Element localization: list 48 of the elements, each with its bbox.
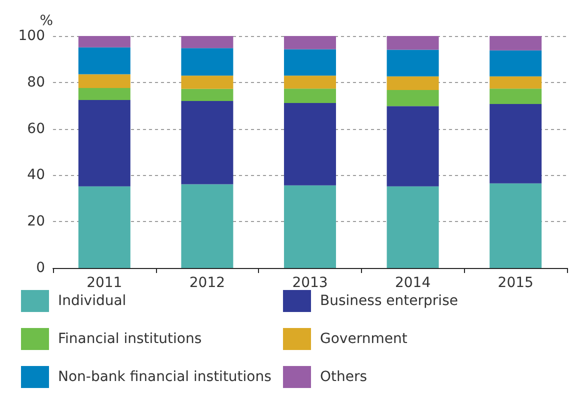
y-tick-label: 20 <box>27 214 45 230</box>
bar <box>181 76 234 89</box>
bar <box>386 186 439 268</box>
y-tick-label: 0 <box>36 260 45 276</box>
bar <box>78 47 130 74</box>
bar <box>284 185 336 268</box>
legend-label: Government <box>320 331 408 347</box>
legend-label: Others <box>320 369 368 385</box>
legend-label: Business enterprise <box>320 293 458 309</box>
bar <box>284 76 336 89</box>
bar <box>284 88 336 104</box>
legend-label: Non-bank financial institutions <box>58 369 272 385</box>
y-axis-title: % <box>40 13 53 29</box>
bar <box>181 88 234 101</box>
bar <box>78 100 130 186</box>
bar <box>181 184 234 268</box>
x-tick-label: 2013 <box>292 275 328 291</box>
y-tick-label: 80 <box>27 74 45 90</box>
bar <box>386 90 439 106</box>
bar <box>386 36 439 50</box>
legend-label: Individual <box>58 293 126 309</box>
bar <box>490 104 542 184</box>
y-tick-label: 60 <box>27 120 45 137</box>
bar <box>386 106 439 186</box>
y-tick-label: 100 <box>18 28 45 44</box>
x-tick-label: 2014 <box>394 275 431 291</box>
y-tick-label: 40 <box>27 167 45 184</box>
bar <box>284 103 336 186</box>
bar <box>386 76 439 90</box>
legend-label: Financial institutions <box>58 331 202 347</box>
bar <box>78 36 130 48</box>
bar <box>78 88 130 100</box>
bar <box>181 48 234 76</box>
bar <box>78 74 130 88</box>
bar <box>181 100 234 184</box>
x-tick-label: 2015 <box>498 275 534 291</box>
bar <box>490 76 542 89</box>
bar <box>490 88 542 104</box>
bar <box>490 183 542 268</box>
bar <box>181 36 234 48</box>
bar <box>386 50 439 76</box>
bar <box>284 49 336 76</box>
x-tick-label: 2011 <box>86 275 122 291</box>
bar <box>490 50 542 76</box>
bar <box>284 36 336 50</box>
x-tick-label: 2012 <box>189 275 226 291</box>
bar <box>78 186 130 268</box>
bar <box>490 36 542 50</box>
